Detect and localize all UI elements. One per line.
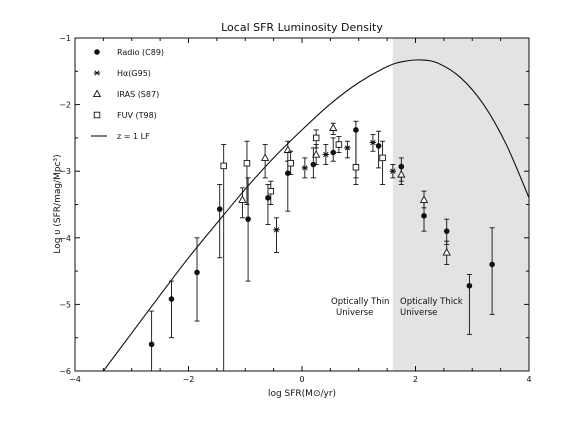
legend-entry: IRAS (S87) [92, 89, 159, 99]
annotation-thick-line-2: Universe [400, 308, 437, 318]
data-point [245, 216, 251, 222]
legend-marker [93, 70, 101, 76]
legend-label: Radio (C89) [117, 48, 164, 57]
x-tick-label: 0 [299, 375, 304, 384]
data-point [369, 139, 377, 146]
data-point [322, 151, 330, 158]
shaded-region [392, 38, 529, 371]
legend-marker [92, 89, 102, 98]
legend-label: FUV (T98) [117, 111, 157, 120]
data-point [375, 143, 382, 149]
y-axis-label: Log υ (SFR/mag/Mpc³) [53, 154, 63, 253]
data-point [442, 247, 451, 256]
legend-marker [94, 49, 100, 55]
legend-entry: Radio (C89) [94, 48, 164, 57]
data-point [335, 141, 343, 148]
legend-entry: Hα(G95) [93, 69, 151, 78]
data-point [216, 206, 223, 212]
series-h-g95 [273, 134, 396, 253]
data-point [285, 170, 291, 176]
data-point [265, 195, 271, 201]
legend-label: IRAS (S87) [117, 90, 159, 99]
annotation-thin-line-2: Universe [336, 308, 373, 318]
data-point [419, 195, 429, 203]
data-point [310, 161, 317, 168]
data-point [267, 187, 275, 195]
curve-z-1-lf [102, 59, 530, 372]
data-point [243, 159, 251, 167]
data-point [421, 213, 427, 219]
y-tick-label: −6 [59, 367, 71, 376]
data-point [220, 162, 227, 170]
chart-title: Local SFR Luminosity Density [221, 21, 383, 34]
data-point [330, 149, 337, 156]
data-point [489, 261, 495, 268]
y-tick-label: −5 [59, 300, 71, 309]
y-tick-label: −4 [59, 234, 71, 243]
data-point [466, 282, 473, 289]
data-point [312, 134, 320, 142]
data-point [148, 341, 155, 348]
data-point [194, 269, 200, 276]
y-tick-label: −1 [59, 34, 71, 43]
annotation-thick: Optically Thick Universe [400, 297, 465, 318]
legend-entry: z = 1 LF [91, 132, 150, 141]
legend-marker [93, 111, 101, 119]
x-axis-label: log SFR(M⊙/yr) [268, 389, 336, 399]
annotation-thin: Optically Thin Universe [331, 297, 392, 318]
data-point [389, 168, 396, 174]
legend: Radio (C89) Hα(G95) IRAS (S87) FUV (T98) z =… [91, 48, 164, 141]
legend-entry: FUV (T98) [93, 111, 157, 120]
data-point [301, 165, 309, 171]
x-tick-label: −4 [69, 375, 81, 384]
series-fuv-t98 [220, 129, 386, 372]
x-tick-label: −2 [183, 375, 195, 384]
data-point [443, 228, 450, 234]
annotation-thick-line-1: Optically Thick [400, 297, 463, 307]
data-point [344, 145, 351, 151]
annotation-thin-line-1: Optically Thin [331, 297, 389, 307]
x-tick-label: 2 [413, 375, 418, 384]
y-tick-label: −2 [59, 101, 71, 110]
x-tick-label: 4 [526, 375, 531, 384]
data-point [312, 150, 321, 158]
data-point [260, 153, 270, 161]
data-point [287, 159, 294, 167]
data-point [397, 169, 406, 178]
data-point [168, 296, 175, 302]
data-point [329, 123, 338, 131]
data-point [379, 154, 386, 162]
y-tick-label: −3 [59, 167, 71, 176]
data-layer [102, 59, 530, 372]
data-point [238, 195, 247, 203]
data-point [352, 163, 360, 171]
data-point [273, 227, 280, 233]
tick-group: −4 −2 0 2 4 −6 −5 −4 −3 −2 −1 [59, 34, 531, 384]
legend-label: Hα(G95) [117, 69, 151, 78]
series-z-1-lf [102, 59, 530, 372]
legend-label: z = 1 LF [117, 132, 150, 141]
